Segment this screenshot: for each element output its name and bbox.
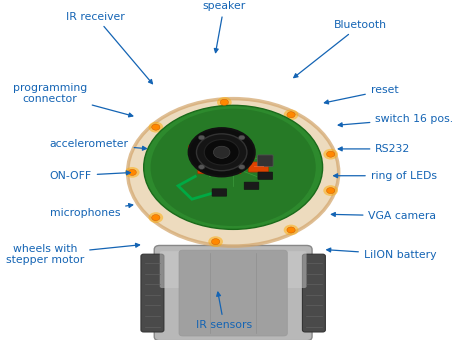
FancyBboxPatch shape	[244, 182, 259, 189]
Circle shape	[198, 135, 205, 140]
Text: RS232: RS232	[338, 144, 410, 154]
Circle shape	[220, 99, 228, 105]
Text: IR receiver: IR receiver	[66, 12, 153, 84]
Text: ON-OFF: ON-OFF	[50, 171, 130, 181]
Circle shape	[189, 128, 255, 176]
Circle shape	[323, 149, 338, 159]
FancyBboxPatch shape	[257, 155, 273, 166]
Text: programming
connector: programming connector	[12, 83, 133, 117]
FancyBboxPatch shape	[189, 145, 209, 155]
FancyBboxPatch shape	[211, 145, 232, 155]
FancyBboxPatch shape	[258, 172, 273, 180]
Ellipse shape	[144, 105, 323, 230]
Circle shape	[208, 236, 223, 247]
Circle shape	[211, 239, 220, 245]
Circle shape	[238, 165, 245, 169]
Text: LiION battery: LiION battery	[327, 248, 437, 259]
Circle shape	[125, 167, 139, 178]
FancyBboxPatch shape	[235, 149, 255, 159]
Circle shape	[152, 124, 160, 130]
Text: VGA camera: VGA camera	[331, 211, 437, 221]
FancyBboxPatch shape	[302, 254, 325, 332]
Text: Bluetooth: Bluetooth	[294, 20, 387, 78]
FancyBboxPatch shape	[198, 164, 218, 174]
Ellipse shape	[151, 109, 316, 226]
Circle shape	[287, 227, 295, 233]
Circle shape	[128, 169, 137, 175]
FancyBboxPatch shape	[248, 162, 268, 172]
Circle shape	[327, 151, 335, 157]
Circle shape	[148, 212, 163, 223]
Circle shape	[213, 146, 230, 158]
Text: IR sensors: IR sensors	[196, 292, 252, 330]
Circle shape	[196, 134, 247, 171]
Text: accelerometer: accelerometer	[50, 139, 146, 150]
Circle shape	[284, 109, 299, 120]
Text: speaker: speaker	[202, 1, 246, 53]
Circle shape	[287, 112, 295, 118]
Circle shape	[238, 135, 245, 140]
Ellipse shape	[128, 99, 338, 246]
Text: ring of LEDs: ring of LEDs	[334, 171, 437, 181]
Circle shape	[198, 165, 205, 169]
FancyBboxPatch shape	[179, 250, 287, 336]
FancyBboxPatch shape	[154, 245, 312, 340]
Circle shape	[323, 185, 338, 196]
Text: wheels with
stepper motor: wheels with stepper motor	[6, 243, 139, 265]
Circle shape	[148, 122, 163, 133]
Circle shape	[327, 188, 335, 193]
FancyBboxPatch shape	[212, 189, 227, 196]
Circle shape	[152, 215, 160, 221]
Text: reset: reset	[324, 85, 399, 104]
Circle shape	[284, 225, 299, 235]
Text: microphones: microphones	[50, 204, 133, 218]
Circle shape	[204, 139, 239, 165]
Circle shape	[217, 97, 232, 108]
FancyBboxPatch shape	[160, 251, 307, 288]
Text: switch 16 pos.: switch 16 pos.	[338, 114, 454, 127]
FancyBboxPatch shape	[221, 164, 241, 174]
FancyBboxPatch shape	[141, 254, 164, 332]
